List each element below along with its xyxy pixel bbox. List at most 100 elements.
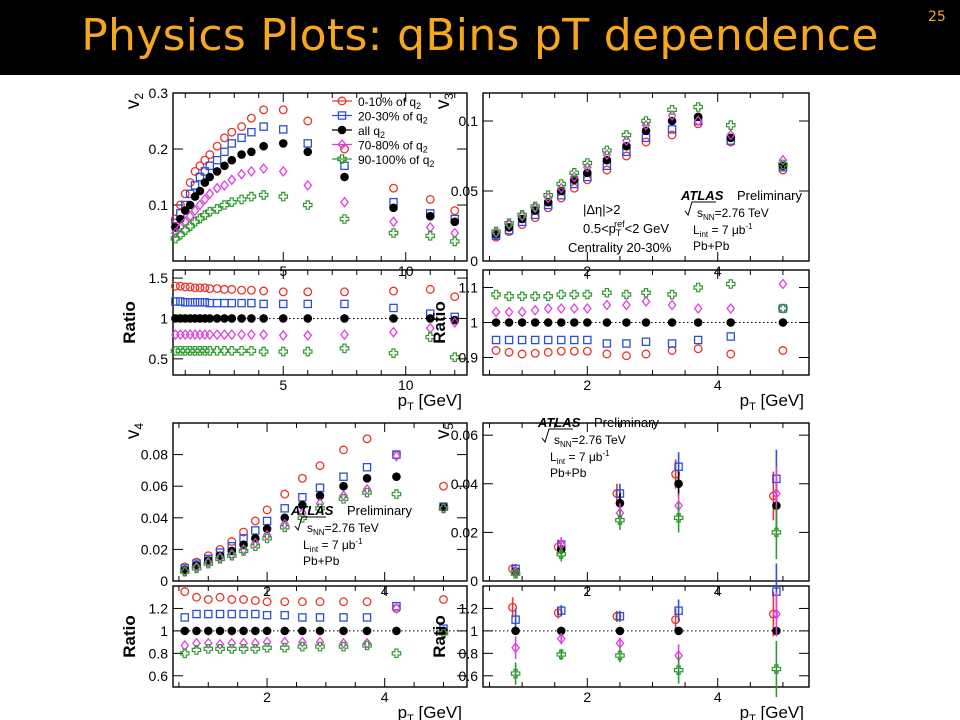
data-point xyxy=(191,563,202,574)
data-point xyxy=(215,626,225,636)
y-tick-label: 0.6 xyxy=(459,668,479,684)
data-point xyxy=(262,505,272,515)
data-point xyxy=(778,304,788,313)
data-point xyxy=(543,190,554,200)
data-point xyxy=(297,597,307,607)
data-point xyxy=(190,192,200,201)
data-point xyxy=(220,298,229,308)
data-point xyxy=(771,664,782,674)
data-point xyxy=(556,549,567,560)
data-point xyxy=(362,487,372,498)
data-point xyxy=(315,636,325,648)
atlas-preliminary: Preliminary xyxy=(737,188,803,203)
data-point xyxy=(220,147,229,157)
data-point xyxy=(262,610,272,620)
data-point xyxy=(602,318,612,327)
data-point xyxy=(339,626,348,636)
y-axis-label: v3 xyxy=(433,93,456,110)
data-point xyxy=(674,462,683,472)
data-point xyxy=(212,167,222,176)
data-point xyxy=(362,640,372,651)
y-axis-label: Ratio xyxy=(120,301,139,344)
data-point xyxy=(280,610,289,620)
data-point xyxy=(219,200,230,210)
data-point xyxy=(262,626,272,636)
data-point xyxy=(391,489,402,499)
data-point xyxy=(621,130,632,140)
data-point xyxy=(262,642,272,653)
data-point xyxy=(179,566,190,577)
panel-4: 2 4 0.9 1 1.1 Ratio pT [GeV] xyxy=(430,269,810,413)
data-point xyxy=(258,190,269,200)
data-point xyxy=(439,481,448,491)
data-point xyxy=(615,650,625,661)
data-point xyxy=(278,105,288,115)
data-point xyxy=(392,601,401,611)
data-point xyxy=(667,318,677,327)
data-point xyxy=(340,299,349,309)
data-point xyxy=(449,236,460,247)
data-point xyxy=(262,529,272,541)
data-point xyxy=(262,516,272,526)
data-point xyxy=(237,122,247,132)
data-point xyxy=(569,318,579,327)
data-point xyxy=(203,637,213,649)
data-point xyxy=(491,227,501,239)
data-point xyxy=(180,587,190,597)
data-point xyxy=(280,597,290,607)
data-point xyxy=(556,193,566,203)
data-point xyxy=(530,304,540,316)
y-tick-label: 0.08 xyxy=(141,447,168,463)
data-point xyxy=(227,626,237,636)
data-point xyxy=(602,349,612,359)
title-bar xyxy=(0,0,960,75)
data-point xyxy=(778,278,788,290)
data-point xyxy=(517,210,527,222)
data-point xyxy=(205,161,214,171)
data-point xyxy=(569,168,580,178)
data-point xyxy=(556,182,566,194)
data-point xyxy=(667,339,677,348)
data-point xyxy=(303,139,312,148)
data-point xyxy=(583,318,592,327)
data-point xyxy=(227,637,237,649)
legend-marker xyxy=(337,138,347,151)
data-point xyxy=(315,626,325,636)
data-point xyxy=(491,335,501,345)
data-point xyxy=(250,537,260,549)
data-point xyxy=(238,644,249,654)
x-tick-label: 4 xyxy=(381,689,389,705)
data-point xyxy=(219,133,229,143)
data-point xyxy=(340,172,349,182)
data-point xyxy=(315,597,325,607)
data-point xyxy=(362,462,372,472)
data-point xyxy=(212,204,222,214)
data-point xyxy=(315,498,325,510)
data-point xyxy=(280,489,290,499)
data-point xyxy=(340,196,349,208)
data-point xyxy=(195,199,205,211)
y-tick-label: 0 xyxy=(470,573,478,589)
data-point xyxy=(297,641,308,652)
data-point xyxy=(569,171,579,183)
data-point xyxy=(203,558,214,569)
data-point xyxy=(185,221,195,232)
data-point xyxy=(389,216,398,228)
data-point xyxy=(641,337,651,346)
data-point xyxy=(204,345,215,356)
data-point xyxy=(220,179,229,191)
data-point xyxy=(195,329,205,341)
data-point xyxy=(212,155,222,165)
y-axis-label: v2 xyxy=(123,93,146,110)
atlas-preliminary: Preliminary xyxy=(347,503,413,518)
cut-label: Centrality 20-30% xyxy=(568,240,672,255)
data-point xyxy=(180,282,190,292)
data-point xyxy=(195,186,205,196)
data-point xyxy=(247,127,256,137)
data-point xyxy=(278,287,288,297)
legend-label: 70-80% of q2 xyxy=(358,139,428,155)
data-point xyxy=(641,126,651,136)
data-point xyxy=(203,644,214,654)
data-point xyxy=(362,483,372,495)
